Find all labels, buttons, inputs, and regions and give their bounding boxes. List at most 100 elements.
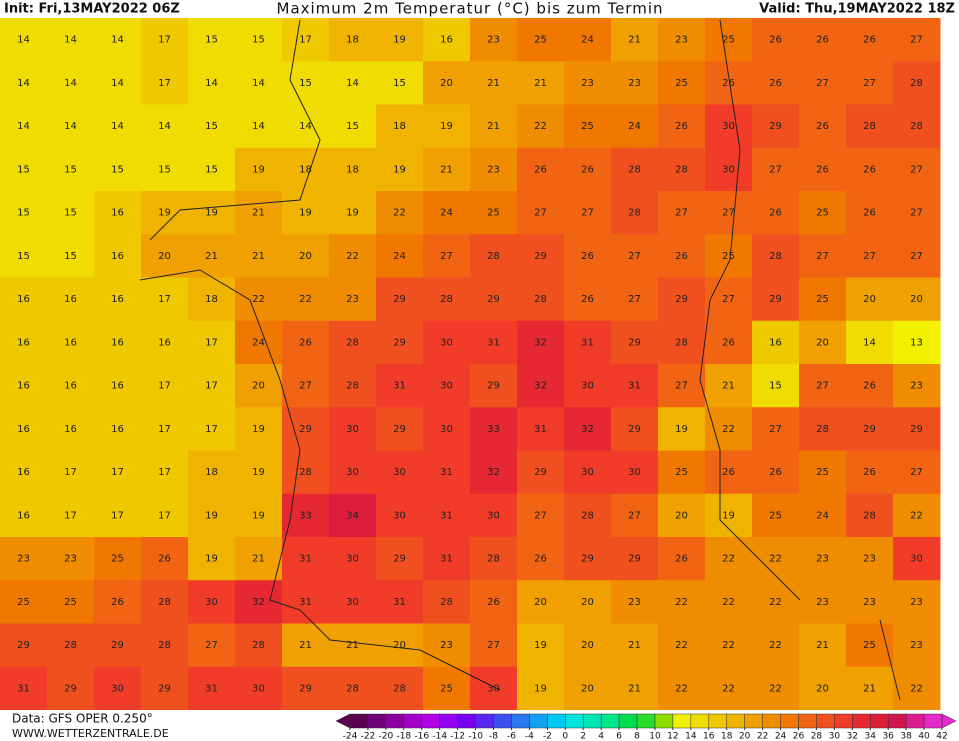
temperature-cell [470, 364, 518, 408]
temperature-cell [893, 493, 941, 538]
temperature-label: 26 [816, 121, 829, 132]
temperature-cell [611, 320, 659, 365]
temperature-cell [658, 18, 706, 62]
temperature-label: 19 [722, 510, 735, 521]
temperature-label: 26 [863, 381, 876, 392]
temperature-label: 27 [628, 294, 641, 305]
temperature-label: 25 [675, 467, 688, 478]
temperature-cell [564, 623, 612, 668]
colorbar-swatch [762, 713, 781, 729]
temperature-cell [47, 104, 95, 149]
temperature-cell [282, 580, 330, 624]
temperature-label: 15 [252, 35, 265, 46]
temperature-label: 15 [17, 208, 30, 219]
temperature-label: 29 [910, 424, 923, 435]
temperature-label: 30 [440, 337, 453, 348]
temperature-label: 31 [440, 510, 453, 521]
temperature-label: 28 [675, 337, 688, 348]
temperature-cell [47, 234, 95, 278]
temperature-label: 14 [64, 35, 77, 46]
temperature-label: 27 [816, 381, 829, 392]
temperature-cell [329, 580, 377, 624]
colorbar-tick-label: -16 [414, 732, 429, 741]
temperature-label: 20 [299, 251, 312, 262]
colorbar-swatch [726, 713, 745, 729]
temperature-label: 25 [487, 208, 500, 219]
temperature-cell [235, 147, 283, 192]
temperature-cell [470, 277, 518, 322]
temperature-cell [423, 61, 471, 105]
temperature-cell [188, 18, 236, 62]
temperature-cell [282, 537, 330, 581]
temperature-label: 32 [534, 381, 547, 392]
temperature-label: 23 [440, 640, 453, 651]
temperature-label: 21 [252, 251, 265, 262]
colorbar-swatch [654, 713, 674, 729]
temperature-cell [611, 623, 659, 668]
temperature-cell [235, 537, 283, 581]
temperature-cell [376, 493, 424, 538]
temperature-cell [799, 666, 847, 711]
temperature-cell [423, 493, 471, 538]
header-bar [0, 0, 959, 18]
temperature-cell [752, 364, 800, 408]
temperature-label: 26 [863, 35, 876, 46]
temperature-label: 17 [158, 381, 171, 392]
temperature-label: 22 [769, 554, 782, 565]
temperature-cell [611, 18, 659, 62]
temperature-label: 27 [722, 208, 735, 219]
temperature-cell [235, 364, 283, 408]
temperature-cell [517, 537, 565, 581]
temperature-label: 28 [393, 683, 406, 694]
temperature-cell [0, 407, 48, 451]
temperature-cell [564, 537, 612, 581]
temperature-label: 30 [393, 467, 406, 478]
temperature-label: 19 [393, 35, 406, 46]
temperature-label: 29 [158, 683, 171, 694]
temperature-cell [470, 18, 518, 62]
temperature-cell [705, 320, 753, 365]
temperature-cell [282, 18, 330, 62]
temperature-label: 16 [111, 424, 124, 435]
temperature-label: 20 [393, 640, 406, 651]
temperature-cell [846, 104, 894, 149]
temperature-label: 14 [64, 78, 77, 89]
temperature-cell [376, 191, 424, 235]
temperature-cell [564, 234, 612, 278]
temperature-cell [705, 18, 753, 62]
colorbar-tick-label: 38 [900, 732, 912, 741]
temperature-cell [752, 580, 800, 624]
temperature-cell [658, 104, 706, 149]
temperature-cell [188, 320, 236, 365]
temperature-label: 21 [628, 640, 641, 651]
temperature-label: 16 [111, 381, 124, 392]
temperature-cell [376, 407, 424, 451]
temperature-cell [423, 407, 471, 451]
temperature-label: 28 [816, 424, 829, 435]
temperature-label: 17 [205, 424, 218, 435]
temperature-cell [893, 320, 941, 365]
temperature-cell [141, 191, 189, 235]
temperature-label: 14 [158, 121, 171, 132]
temperature-label: 30 [393, 510, 406, 521]
temperature-cell [846, 407, 894, 451]
colorbar-tick-label: 30 [829, 732, 841, 741]
temperature-cell [517, 364, 565, 408]
temperature-label: 33 [487, 424, 500, 435]
temperature-cell [893, 364, 941, 408]
site-name: WWW.WETTERZENTRALE.DE [12, 727, 169, 740]
temperature-cell [517, 666, 565, 711]
temperature-cell [235, 18, 283, 62]
temperature-label: 19 [440, 121, 453, 132]
temperature-label: 15 [769, 381, 782, 392]
temperature-cell [329, 493, 377, 538]
temperature-cell [47, 407, 95, 451]
temperature-label: 27 [675, 381, 688, 392]
temperature-cell [517, 320, 565, 365]
temperature-cell [376, 104, 424, 149]
temperature-label: 23 [816, 597, 829, 608]
temperature-label: 20 [816, 683, 829, 694]
temperature-label: 30 [440, 381, 453, 392]
temperature-cell [611, 450, 659, 495]
temperature-label: 31 [487, 337, 500, 348]
